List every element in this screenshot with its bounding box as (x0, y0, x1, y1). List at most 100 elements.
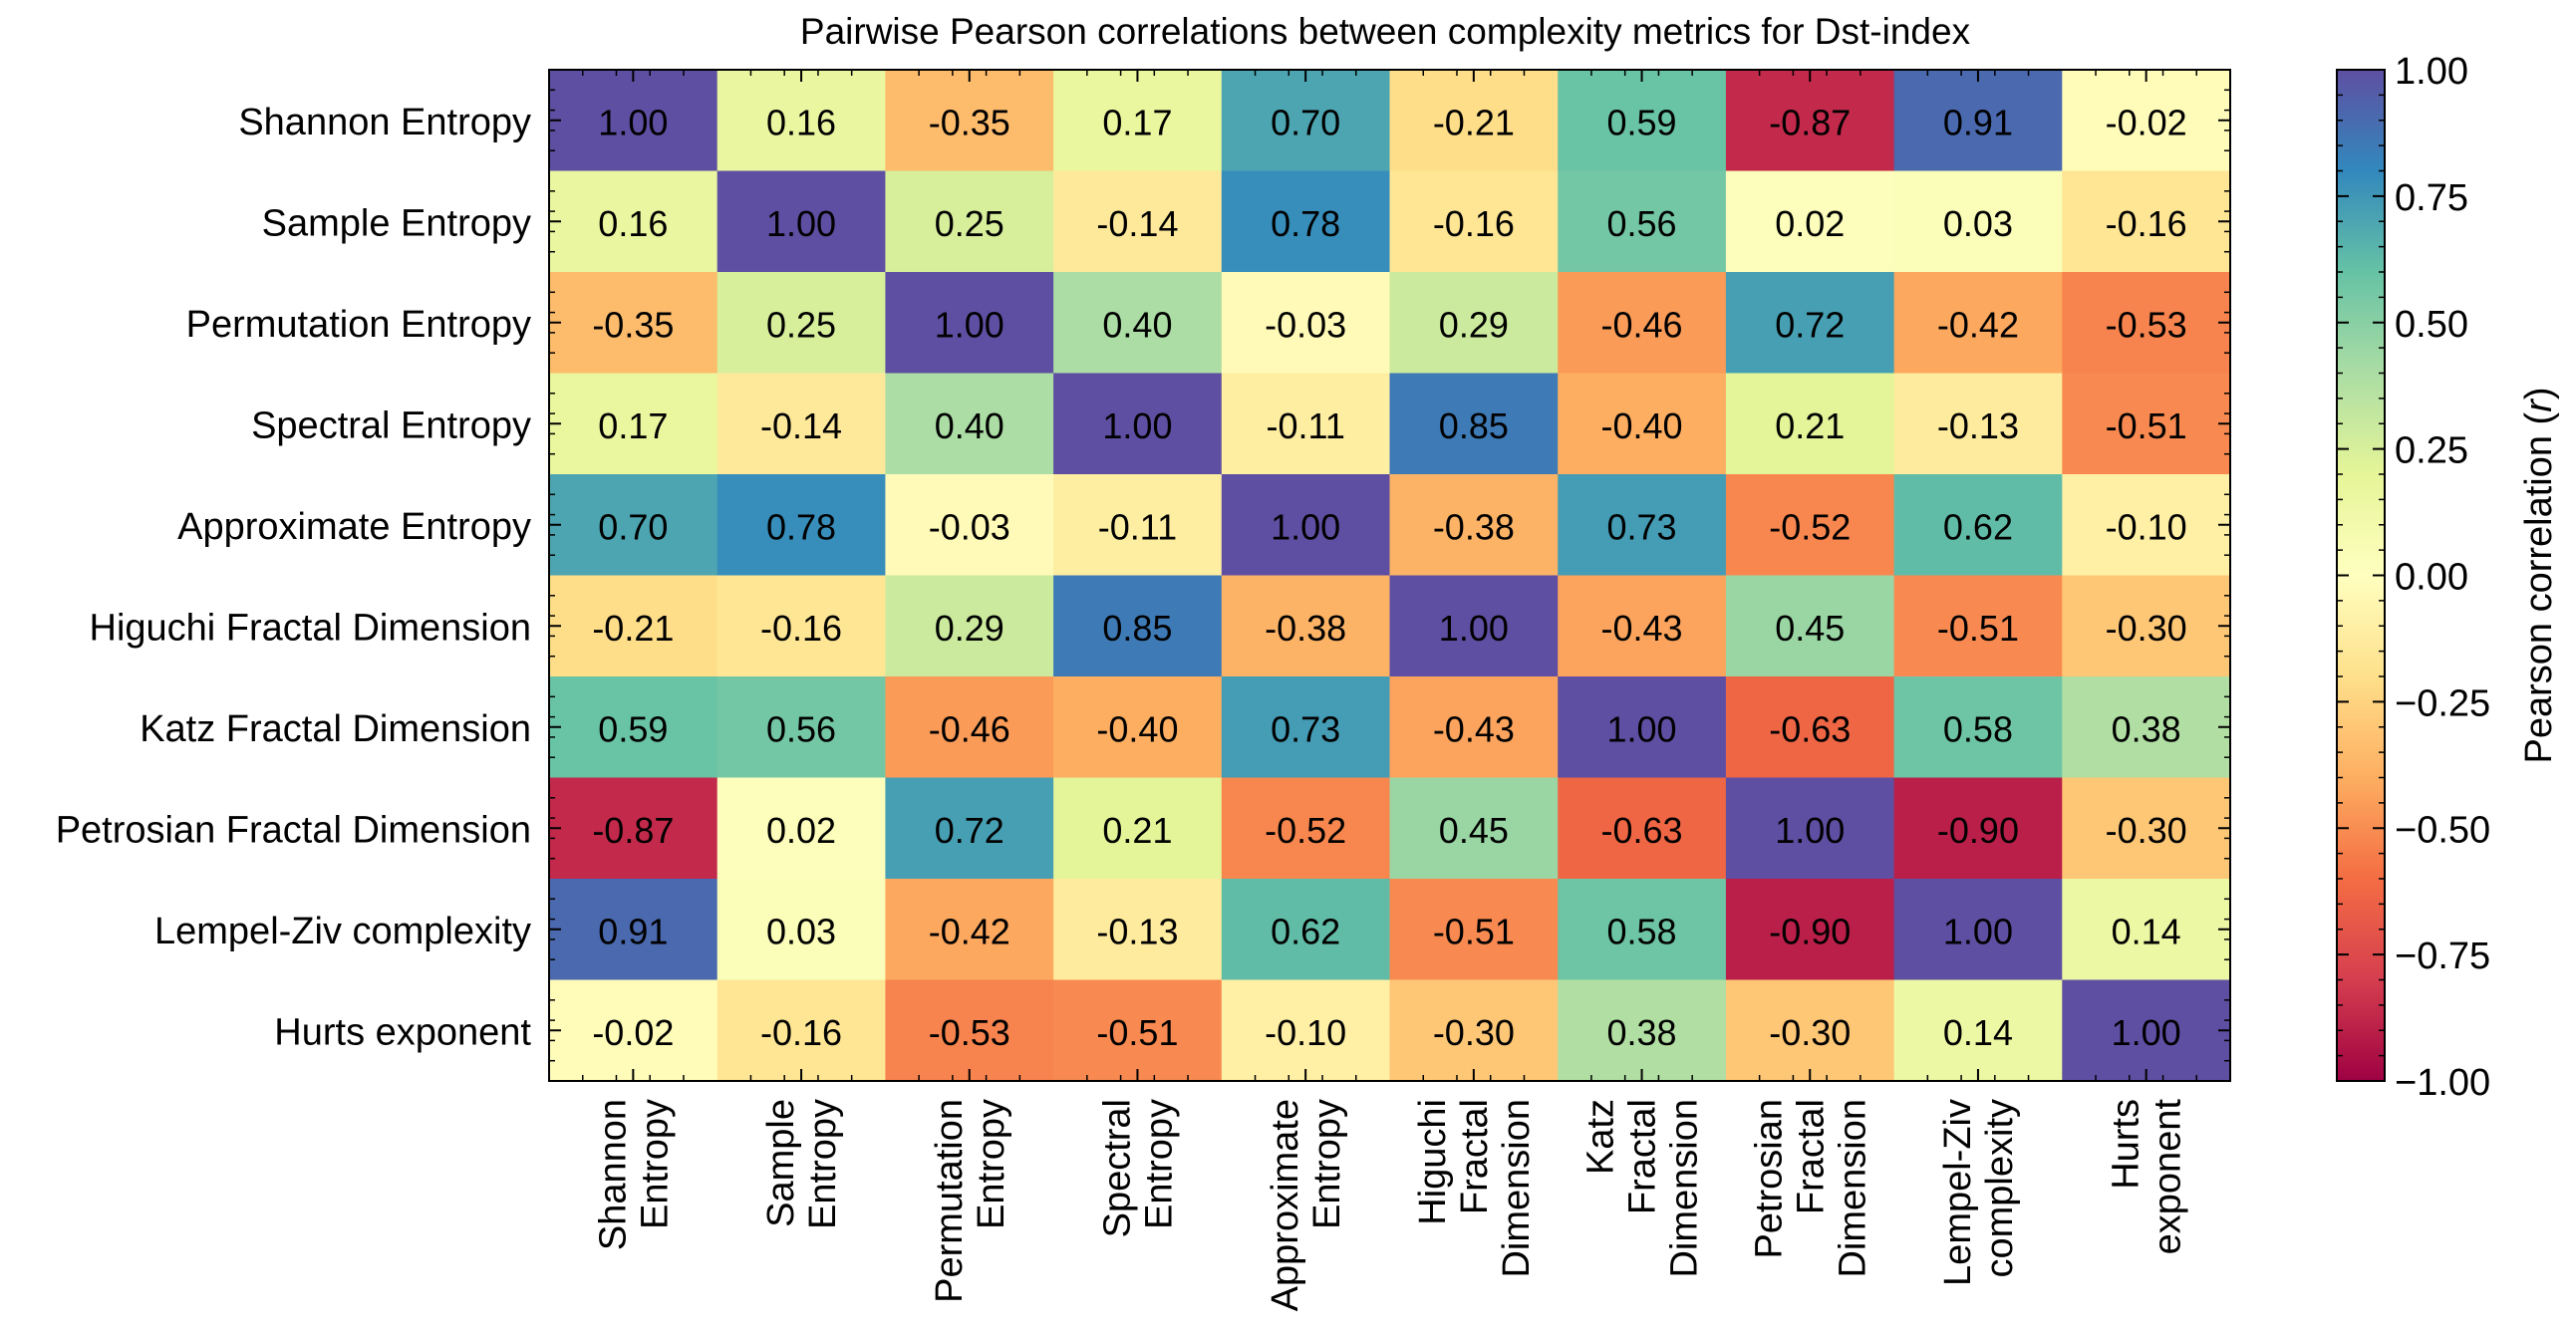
column-label: Spectral Entropy (1096, 1099, 1180, 1237)
heatmap-cell (1053, 170, 1223, 273)
heatmap-cell (1221, 879, 1390, 980)
heatmap-cell (1221, 676, 1390, 778)
cell-value-label: -0.30 (2106, 608, 2187, 649)
heatmap-cell (1389, 879, 1559, 980)
column-label-line: Entropy (802, 1099, 844, 1229)
heatmap-cell (716, 70, 886, 171)
cell-value-label: 0.58 (1943, 708, 2013, 749)
heatmap-cell (1389, 70, 1559, 171)
row-label: Katz Fractal Dimension (140, 708, 531, 750)
heatmap-cell (1389, 272, 1559, 374)
heatmap-cell (1558, 777, 1727, 880)
column-label-line: Hurts (2106, 1099, 2147, 1190)
row-label: Permutation Entropy (186, 304, 531, 346)
heatmap-cell (885, 272, 1054, 374)
cell-value-label: -0.13 (1096, 911, 1178, 951)
cell-value-label: -0.46 (929, 708, 1010, 749)
heatmap-cell (716, 979, 886, 1082)
column-label-line: Entropy (1306, 1099, 1348, 1229)
colorbar-tick-label: 0.25 (2395, 430, 2468, 472)
heatmap-cell (1221, 373, 1390, 475)
column-label: Higuchi Fractal Dimension (1412, 1099, 1538, 1278)
cell-value-label: -0.16 (760, 1012, 842, 1053)
cell-value-label: -0.11 (1098, 506, 1177, 547)
heatmap-cell (1893, 272, 2063, 374)
heatmap-cell (1725, 474, 1895, 576)
cell-value-label: -0.63 (1601, 810, 1683, 851)
heatmap-cell (1221, 70, 1390, 171)
heatmap-cell (1893, 676, 2063, 778)
cell-value-label: 0.29 (935, 608, 1004, 649)
heatmap-cell (1725, 777, 1895, 880)
cell-value-label: 1.00 (1607, 708, 1677, 749)
cell-value-label: 0.72 (935, 810, 1004, 851)
cell-value-label: -0.02 (2106, 102, 2187, 142)
heatmap-cell (549, 777, 718, 880)
heatmap-cell (1725, 979, 1895, 1082)
column-label-line: Fractal (1454, 1099, 1496, 1214)
cell-value-label: 0.17 (598, 405, 668, 446)
heatmap-cell (885, 777, 1054, 880)
heatmap-cell (1221, 575, 1390, 677)
heatmap-cell (1389, 575, 1559, 677)
heatmap-cell (1053, 474, 1223, 576)
cell-value-label: 1.00 (598, 102, 668, 142)
heatmap-cell (1725, 676, 1895, 778)
heatmap-cell (1893, 979, 2063, 1082)
row-label: Spectral Entropy (251, 404, 531, 446)
colorbar-tick-label: −0.75 (2395, 936, 2490, 977)
cell-value-label: -0.30 (1769, 1012, 1851, 1053)
heatmap-cell (1053, 879, 1223, 980)
heatmap-cell (1221, 170, 1390, 273)
heatmap-cell (1893, 575, 2063, 677)
cell-value-label: -0.16 (1433, 203, 1515, 244)
column-label-line: Higuchi (1412, 1099, 1454, 1225)
heatmap-cell (1389, 777, 1559, 880)
heatmap-cell (2062, 575, 2231, 677)
cell-value-label: -0.03 (1265, 304, 1346, 345)
cell-value-label: -0.51 (1433, 911, 1515, 951)
heatmap-cell (885, 979, 1054, 1082)
cell-value-label: 0.14 (1943, 1012, 2013, 1053)
cell-value-label: -0.10 (1265, 1012, 1346, 1053)
column-label-line: Permutation (929, 1099, 971, 1303)
cell-value-label: 0.70 (1271, 102, 1340, 142)
heatmap-cell (2062, 879, 2231, 980)
heatmap-cell (885, 70, 1054, 171)
cell-value-label: 0.17 (1102, 102, 1172, 142)
cell-value-label: -0.14 (1096, 203, 1178, 244)
cell-value-label: 0.25 (935, 203, 1004, 244)
cell-value-label: 0.73 (1271, 708, 1340, 749)
column-label: Permutation Entropy (929, 1099, 1012, 1303)
column-label-line: Katz (1580, 1099, 1622, 1175)
cell-value-label: 0.58 (1607, 911, 1677, 951)
heatmap-cell (885, 474, 1054, 576)
column-label: Shannon Entropy (592, 1099, 676, 1250)
heatmap-cell (2062, 777, 2231, 880)
heatmap-cell (549, 272, 718, 374)
heatmap-cell (1389, 170, 1559, 273)
cell-value-label: 0.03 (1943, 203, 2013, 244)
cell-value-label: -0.52 (1769, 506, 1851, 547)
cell-value-label: -0.87 (1769, 102, 1851, 142)
cell-value-label: -0.13 (1937, 405, 2019, 446)
cell-value-label: -0.30 (1433, 1012, 1515, 1053)
cell-value-label: 0.40 (1102, 304, 1172, 345)
heatmap-cell (1725, 373, 1895, 475)
cell-value-label: 1.00 (1775, 810, 1845, 851)
heatmap-cell (549, 575, 718, 677)
heatmap-cell (1389, 979, 1559, 1082)
cell-value-label: 0.02 (766, 810, 836, 851)
row-label: Sample Entropy (262, 202, 531, 244)
heatmap-cell (2062, 373, 2231, 475)
colorbar-tick-label: 0.75 (2395, 177, 2468, 219)
heatmap-cell (2062, 272, 2231, 374)
cell-value-label: -0.46 (1601, 304, 1683, 345)
cell-value-label: -0.16 (2106, 203, 2187, 244)
cell-value-label: -0.51 (2106, 405, 2187, 446)
heatmap-cell (549, 879, 718, 980)
cell-value-label: -0.40 (1601, 405, 1683, 446)
heatmap-cell (716, 575, 886, 677)
cell-value-label: 1.00 (1439, 608, 1509, 649)
